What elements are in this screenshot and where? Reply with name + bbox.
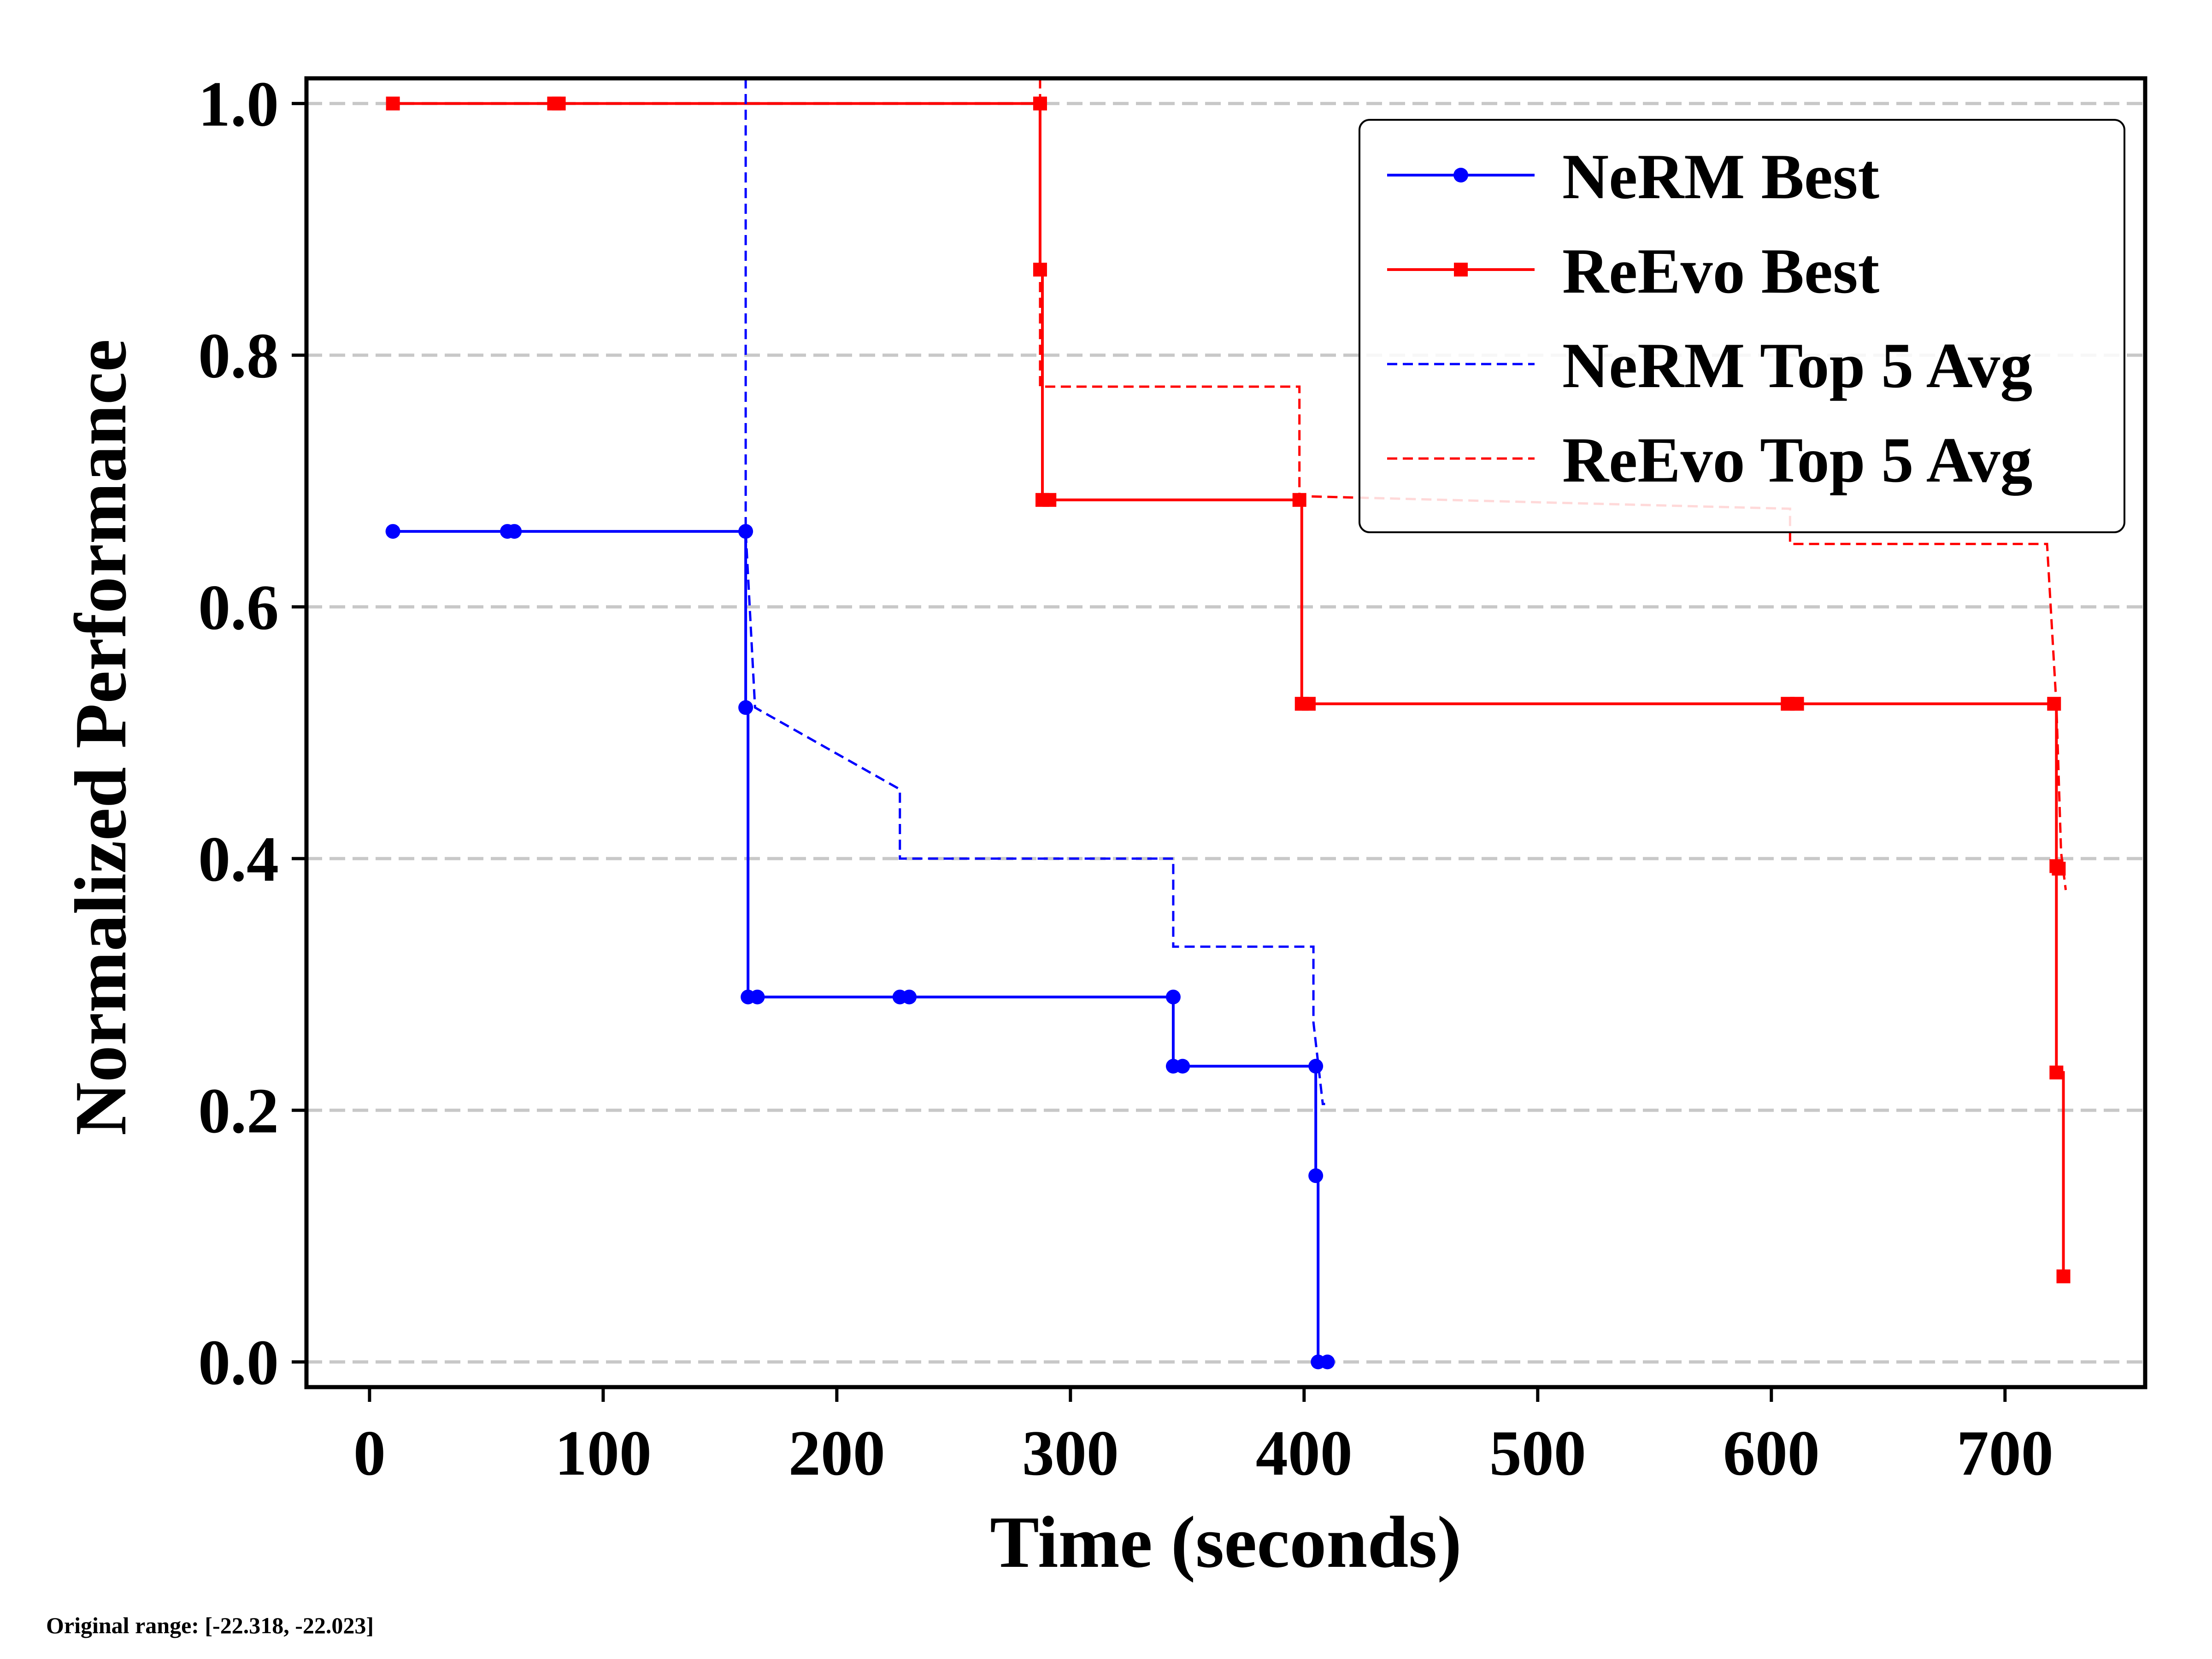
plot-series bbox=[385, 78, 2071, 1370]
legend-label-nerm-top-5-avg: NeRM Top 5 Avg bbox=[1562, 330, 2032, 401]
reevo-best-point bbox=[1301, 697, 1316, 711]
nerm-best-point bbox=[750, 989, 765, 1005]
y-tick-label: 0.4 bbox=[198, 824, 279, 895]
legend-marker-nerm-best bbox=[1453, 168, 1468, 182]
nerm-best-point bbox=[738, 524, 753, 539]
reevo-best-point bbox=[1042, 493, 1057, 507]
x-tick-label: 400 bbox=[1256, 1418, 1353, 1489]
range-note: Original range: [-22.318, -22.023] bbox=[46, 1612, 374, 1638]
nerm-best-point bbox=[1308, 1059, 1324, 1074]
x-tick-label: 100 bbox=[555, 1418, 652, 1489]
legend-marker-reevo-best bbox=[1454, 263, 1468, 276]
nerm-best-point bbox=[902, 989, 917, 1005]
nerm-best-point bbox=[1320, 1354, 1335, 1370]
y-axis-label: Normalized Performance bbox=[59, 339, 141, 1135]
legend-label-reevo-top-5-avg: ReEvo Top 5 Avg bbox=[1562, 424, 2032, 496]
nerm-best-point bbox=[507, 524, 522, 539]
y-tick-label: 0.8 bbox=[198, 320, 279, 392]
axis-ticks: 0 100 200 300 400 500 600 700 0.0 0.2 0.4 0.6 0.8 1.0 bbox=[198, 69, 2053, 1489]
legend-label-reevo-best: ReEvo Best bbox=[1562, 235, 1879, 307]
x-tick-label: 500 bbox=[1489, 1418, 1586, 1489]
nerm-best-point bbox=[738, 700, 753, 715]
y-tick-label: 1.0 bbox=[198, 69, 279, 140]
x-axis-label: Time (seconds) bbox=[990, 1501, 1462, 1583]
y-tick-label: 0.2 bbox=[198, 1075, 279, 1147]
reevo-best-point bbox=[2049, 1065, 2064, 1080]
x-tick-label: 0 bbox=[353, 1418, 386, 1489]
nerm-best-point bbox=[1308, 1168, 1324, 1183]
legend-box bbox=[1359, 119, 2125, 533]
plot-frame bbox=[304, 76, 2147, 1389]
y-tick-label: 0.6 bbox=[198, 572, 279, 643]
legend-label-nerm-best: NeRM Best bbox=[1562, 141, 1879, 212]
reevo-best-point bbox=[386, 96, 400, 111]
nerm-best-point bbox=[1175, 1059, 1190, 1074]
y-tick-label: 0.0 bbox=[198, 1327, 279, 1398]
x-tick-label: 700 bbox=[1957, 1418, 2053, 1489]
legend: NeRM Best ReEvo Best NeRM Top 5 Avg ReEvo T… bbox=[1359, 119, 2125, 533]
nerm-best-point bbox=[1165, 989, 1181, 1005]
reevo-best-point bbox=[552, 96, 566, 111]
reevo-top-5-avg-line bbox=[1039, 78, 2067, 890]
nerm-best-point bbox=[385, 524, 400, 539]
x-tick-label: 200 bbox=[788, 1418, 885, 1489]
x-tick-label: 600 bbox=[1723, 1418, 1820, 1489]
nerm-top-5-avg-line bbox=[744, 78, 1325, 1106]
reevo-best-point bbox=[2047, 697, 2061, 711]
reevo-best-point bbox=[1790, 697, 1804, 711]
reevo-best-point bbox=[2056, 1269, 2071, 1283]
x-tick-label: 300 bbox=[1022, 1418, 1119, 1489]
